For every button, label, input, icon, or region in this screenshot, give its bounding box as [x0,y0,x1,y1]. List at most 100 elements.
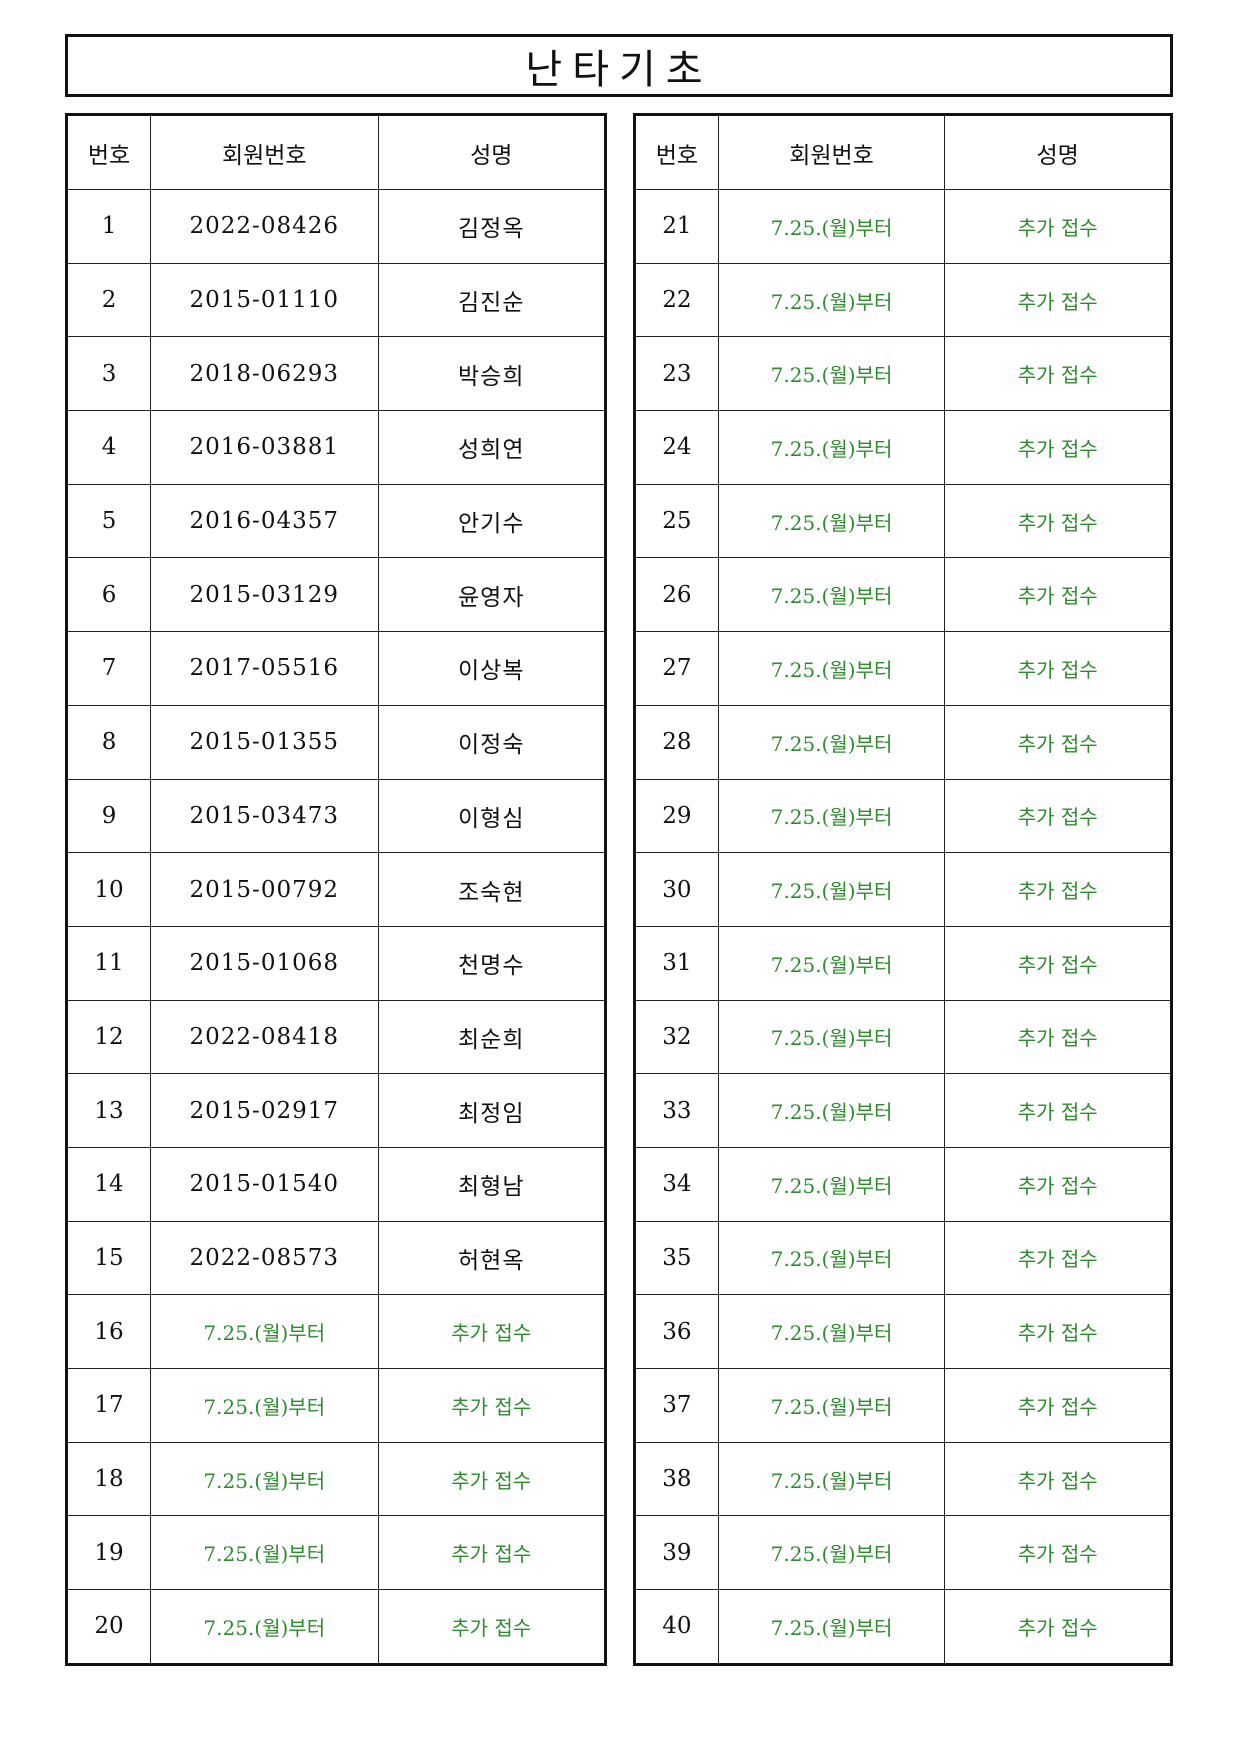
row-number: 19 [65,1515,152,1591]
row-number: 31 [634,925,719,1001]
table-row: 14 2015-01540 최형남 [65,1146,606,1222]
table-row: 17 7.25.(월)부터 추가 접수 [65,1368,606,1443]
member-name: 추가 접수 [944,410,1172,485]
member-id: 7.25.(월)부터 [150,1368,379,1443]
row-number: 30 [634,852,719,927]
member-name: 추가 접수 [944,778,1172,854]
table-row: 15 2022-08573 허현옥 [65,1220,606,1296]
member-name: 추가 접수 [377,1515,606,1591]
table-row: 5 2016-04357 안기수 [65,483,606,559]
member-name: 추가 접수 [944,1146,1172,1222]
table-row: 20 7.25.(월)부터 추가 접수 [65,1589,606,1665]
member-id: 7.25.(월)부터 [150,1515,379,1591]
member-id: 2018-06293 [150,336,379,412]
table-row: 32 7.25.(월)부터 추가 접수 [634,999,1172,1075]
table-row: 36 7.25.(월)부터 추가 접수 [634,1294,1172,1369]
member-name: 추가 접수 [377,1368,606,1443]
table-row: 26 7.25.(월)부터 추가 접수 [634,557,1172,633]
table-row: 9 2015-03473 이형심 [65,778,606,854]
member-id: 7.25.(월)부터 [717,704,946,780]
row-number: 35 [634,1220,719,1296]
member-name: 추가 접수 [944,557,1172,633]
member-name: 추가 접수 [944,1073,1172,1148]
member-table-right: 번호 회원번호 성명 21 7.25.(월)부터 추가 접수 22 7.25.(월)부터… [633,113,1173,1666]
member-id: 2015-01068 [150,925,379,1001]
row-number: 28 [634,704,719,780]
table-row: 2 2015-01110 김진순 [65,262,606,338]
table-row: 13 2015-02917 최정임 [65,1073,606,1148]
header-number: 번호 [634,114,719,190]
member-name: 추가 접수 [944,925,1172,1001]
member-id: 7.25.(월)부터 [717,1073,946,1148]
member-name: 이상복 [377,631,606,706]
row-number: 7 [65,631,152,706]
row-number: 24 [634,410,719,485]
row-number: 36 [634,1294,719,1369]
row-number: 20 [65,1589,152,1665]
member-id: 2022-08573 [150,1220,379,1296]
row-number: 5 [65,483,152,559]
member-name: 김진순 [377,262,606,338]
row-number: 33 [634,1073,719,1148]
header-name: 성명 [377,114,606,190]
row-number: 16 [65,1294,152,1369]
member-name: 윤영자 [377,557,606,633]
member-id: 7.25.(월)부터 [717,925,946,1001]
member-id: 7.25.(월)부터 [717,336,946,412]
member-id: 2015-00792 [150,852,379,927]
member-name: 추가 접수 [944,631,1172,706]
member-id: 2016-04357 [150,483,379,559]
member-name: 추가 접수 [377,1294,606,1369]
table-row: 25 7.25.(월)부터 추가 접수 [634,483,1172,559]
member-id: 7.25.(월)부터 [717,189,946,264]
table-row: 40 7.25.(월)부터 추가 접수 [634,1589,1172,1665]
member-id: 2015-03129 [150,557,379,633]
title-box: 난타기초 [65,34,1173,97]
row-number: 26 [634,557,719,633]
member-name: 박승희 [377,336,606,412]
member-id: 7.25.(월)부터 [717,778,946,854]
table-row: 24 7.25.(월)부터 추가 접수 [634,410,1172,485]
member-name: 추가 접수 [944,1515,1172,1591]
header-number: 번호 [65,114,152,190]
row-number: 12 [65,999,152,1075]
member-name: 추가 접수 [944,336,1172,412]
member-id: 2015-01355 [150,704,379,780]
member-name: 허현옥 [377,1220,606,1296]
member-name: 성희연 [377,410,606,485]
table-row: 34 7.25.(월)부터 추가 접수 [634,1146,1172,1222]
row-number: 32 [634,999,719,1075]
member-id: 7.25.(월)부터 [717,1589,946,1665]
row-number: 18 [65,1441,152,1517]
row-number: 6 [65,557,152,633]
row-number: 9 [65,778,152,854]
header-name: 성명 [944,114,1172,190]
member-id: 2022-08426 [150,189,379,264]
row-number: 25 [634,483,719,559]
member-id: 7.25.(월)부터 [717,557,946,633]
row-number: 23 [634,336,719,412]
row-number: 17 [65,1368,152,1443]
table-row: 28 7.25.(월)부터 추가 접수 [634,704,1172,780]
member-name: 추가 접수 [944,1441,1172,1517]
row-number: 38 [634,1441,719,1517]
member-id: 7.25.(월)부터 [717,1441,946,1517]
member-id: 2017-05516 [150,631,379,706]
table-row: 16 7.25.(월)부터 추가 접수 [65,1294,606,1369]
member-name: 조숙현 [377,852,606,927]
table-row: 1 2022-08426 김정옥 [65,189,606,264]
member-id: 7.25.(월)부터 [717,631,946,706]
member-name: 추가 접수 [944,262,1172,338]
table-row: 31 7.25.(월)부터 추가 접수 [634,925,1172,1001]
member-name: 천명수 [377,925,606,1001]
table-row: 19 7.25.(월)부터 추가 접수 [65,1515,606,1591]
member-id: 2022-08418 [150,999,379,1075]
member-id: 7.25.(월)부터 [717,1146,946,1222]
table-row: 37 7.25.(월)부터 추가 접수 [634,1368,1172,1443]
member-id: 7.25.(월)부터 [150,1441,379,1517]
table-row: 23 7.25.(월)부터 추가 접수 [634,336,1172,412]
header-member-id: 회원번호 [717,114,946,190]
member-name: 추가 접수 [377,1589,606,1665]
row-number: 34 [634,1146,719,1222]
row-number: 8 [65,704,152,780]
